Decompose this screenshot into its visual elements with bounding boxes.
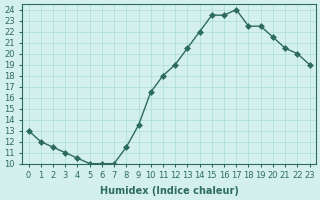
X-axis label: Humidex (Indice chaleur): Humidex (Indice chaleur)	[100, 186, 238, 196]
